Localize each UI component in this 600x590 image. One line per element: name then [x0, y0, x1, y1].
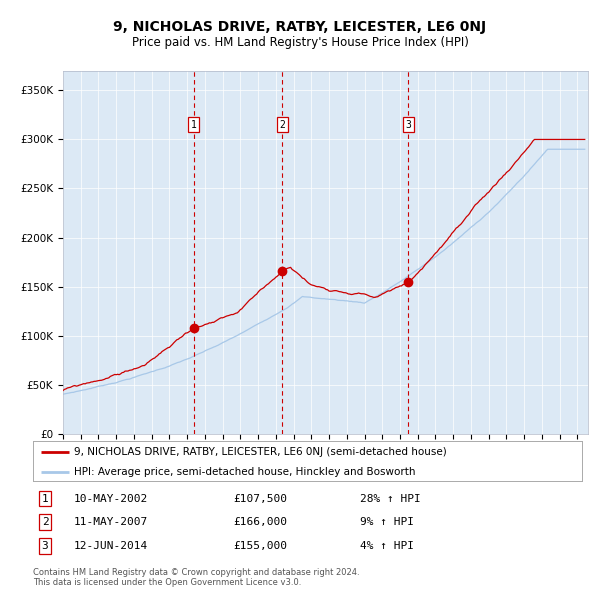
Text: 11-MAY-2007: 11-MAY-2007: [74, 517, 148, 527]
Text: 1: 1: [191, 120, 197, 130]
Text: 1: 1: [42, 494, 49, 503]
Text: 10-MAY-2002: 10-MAY-2002: [74, 494, 148, 503]
Text: £166,000: £166,000: [233, 517, 287, 527]
Text: HPI: Average price, semi-detached house, Hinckley and Bosworth: HPI: Average price, semi-detached house,…: [74, 467, 416, 477]
Text: £155,000: £155,000: [233, 541, 287, 550]
Text: 9% ↑ HPI: 9% ↑ HPI: [359, 517, 413, 527]
Text: 2: 2: [280, 120, 286, 130]
Text: Contains HM Land Registry data © Crown copyright and database right 2024.
This d: Contains HM Land Registry data © Crown c…: [33, 568, 359, 587]
Text: £107,500: £107,500: [233, 494, 287, 503]
Text: 28% ↑ HPI: 28% ↑ HPI: [359, 494, 421, 503]
Text: 9, NICHOLAS DRIVE, RATBY, LEICESTER, LE6 0NJ (semi-detached house): 9, NICHOLAS DRIVE, RATBY, LEICESTER, LE6…: [74, 447, 447, 457]
Text: 2: 2: [42, 517, 49, 527]
Text: 9, NICHOLAS DRIVE, RATBY, LEICESTER, LE6 0NJ: 9, NICHOLAS DRIVE, RATBY, LEICESTER, LE6…: [113, 19, 487, 34]
Text: 3: 3: [405, 120, 411, 130]
Text: Price paid vs. HM Land Registry's House Price Index (HPI): Price paid vs. HM Land Registry's House …: [131, 36, 469, 49]
Text: 4% ↑ HPI: 4% ↑ HPI: [359, 541, 413, 550]
Text: 12-JUN-2014: 12-JUN-2014: [74, 541, 148, 550]
Text: 3: 3: [42, 541, 49, 550]
